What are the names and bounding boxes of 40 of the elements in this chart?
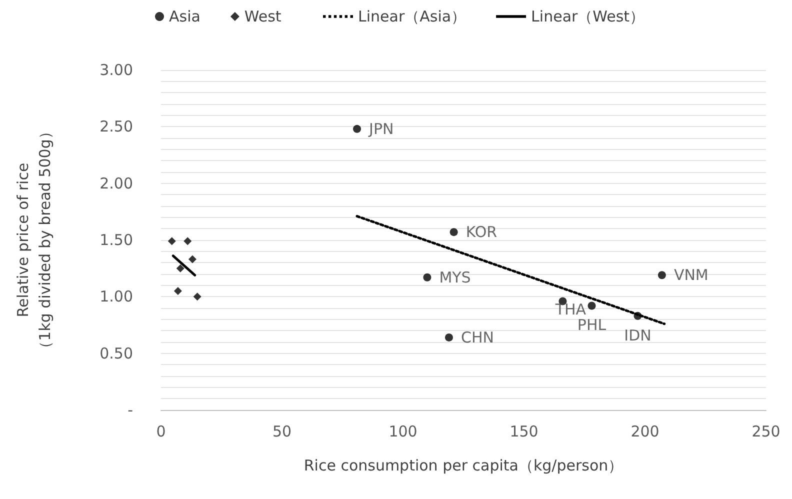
y-tick-label: 1.00 [100,288,133,306]
point [353,124,362,133]
data-label: KOR [466,223,498,242]
point [184,237,192,246]
x-tick-label: 200 [630,422,660,440]
data-label: THA [554,300,587,318]
y-tick-label: 0.50 [100,344,133,362]
point [658,271,666,280]
data-label: CHN [460,328,494,346]
y-tick-label: - [128,401,133,419]
data-label: MYS [439,268,471,286]
point [588,302,596,310]
x-tick-label: 50 [272,422,292,440]
legend-label: West [244,8,282,26]
y-tick-label: 1.50 [100,231,133,249]
data-label: JPN [368,120,394,138]
point [634,312,642,320]
point [444,333,453,342]
y-axis-title: Relative price of rice （1kg divided by bread 500g） [14,124,54,356]
y-tick-label: 2.00 [100,174,133,192]
data-label: PHL [577,316,607,334]
point [176,264,184,272]
point [450,228,458,236]
point [188,255,196,264]
data-label: VNM [674,266,708,284]
legend-label: Asia [169,8,200,26]
y-tick-label: 2.50 [100,118,133,136]
x-tick-label: 0 [156,422,166,440]
x-axis-title: Rice consumption per capita（kg/person） [304,456,624,474]
legend-label: Linear（Asia） [358,8,466,26]
point [174,287,182,295]
x-tick-label: 100 [388,422,418,440]
point [193,292,202,301]
legend-label: Linear（West） [531,8,645,26]
point [423,273,432,282]
data-label: IDN [624,326,652,344]
x-tick-label: 150 [510,422,538,440]
point [168,237,176,246]
x-tick-label: 250 [752,422,780,440]
y-tick-label: 3.00 [100,61,133,79]
